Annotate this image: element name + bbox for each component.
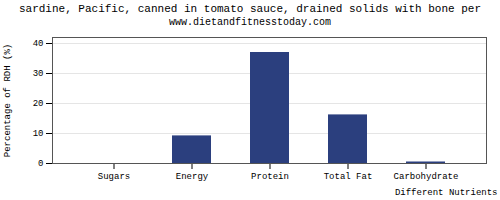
- html-text:www.dietandfitnesstoday.com: www.dietandfitnesstoday.com: [169, 17, 331, 28]
- svg-text:Different Nutrients: Different Nutrients: [395, 188, 498, 198]
- svg-text:0: 0: [38, 159, 43, 169]
- html-text:sardine, Pacific, canned in to: sardine, Pacific, canned in tomato sauce…: [19, 3, 481, 15]
- svg-text:Energy: Energy: [176, 172, 209, 182]
- svg-text:Sugars: Sugars: [98, 172, 130, 182]
- svg-text:Carbohydrate: Carbohydrate: [394, 172, 459, 182]
- svg-text:40: 40: [33, 39, 44, 49]
- svg-text:Percentage of RDH (%): Percentage of RDH (%): [3, 44, 13, 157]
- svg-text:20: 20: [33, 99, 44, 109]
- svg-text:Total Fat: Total Fat: [324, 172, 373, 182]
- svg-text:Protein: Protein: [251, 172, 289, 182]
- svg-text:30: 30: [33, 69, 44, 79]
- svg-text:10: 10: [33, 129, 44, 139]
